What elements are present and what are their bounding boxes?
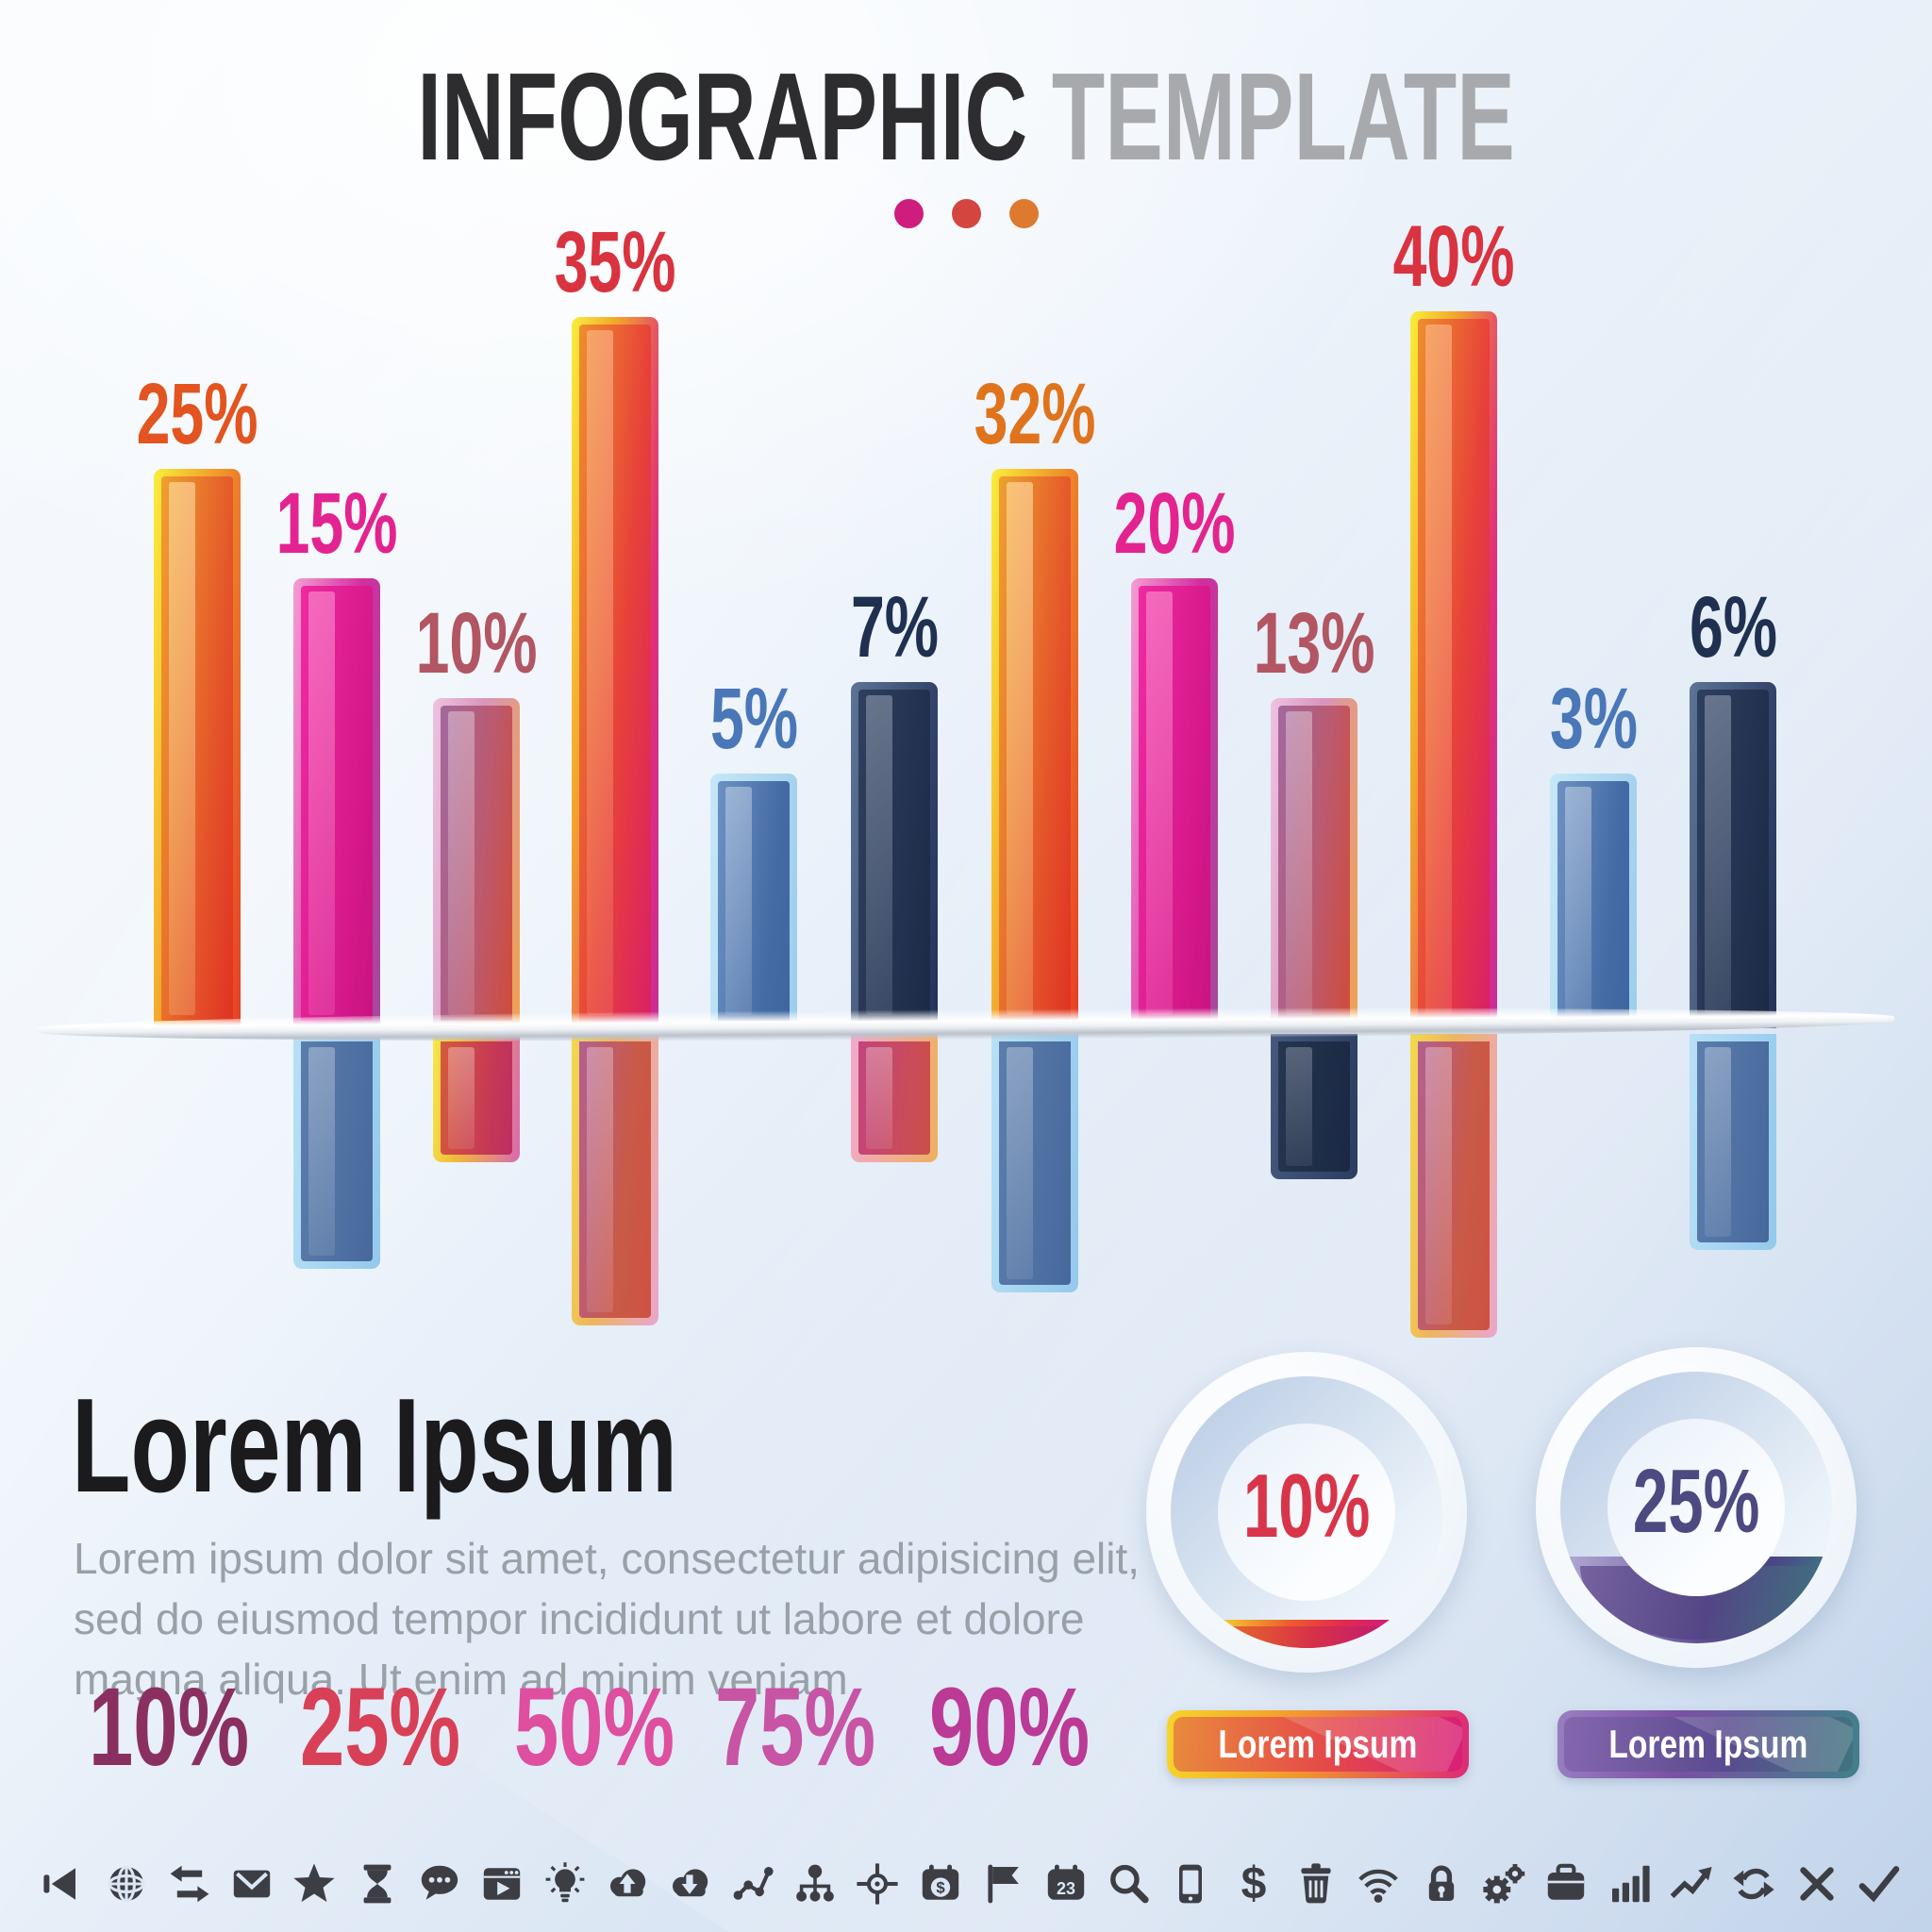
bar-3-reflection <box>433 1034 520 1162</box>
lightbulb-icon[interactable] <box>541 1859 590 1908</box>
bar-4-up <box>572 317 658 1028</box>
body-line: magna aliqua. Ut enim ad minim veniam <box>74 1655 848 1704</box>
bar-11-value-label: 3% <box>1549 671 1638 767</box>
bar-3-up <box>433 698 520 1028</box>
gauge-value: 25% <box>1632 1451 1760 1552</box>
sync-icon[interactable] <box>1729 1859 1778 1908</box>
lorem-button-sunset[interactable]: Lorem Ipsum <box>1167 1710 1469 1778</box>
wifi-icon[interactable] <box>1354 1859 1403 1908</box>
bar-9-up <box>1271 698 1357 1028</box>
title-dot-2 <box>951 199 981 228</box>
bar-2-up <box>293 578 380 1028</box>
bar-7-reflection <box>991 1034 1078 1292</box>
percent-item-90: 90% <box>929 1665 1091 1790</box>
bar-7-up <box>991 469 1078 1028</box>
percent-item-10: 10% <box>89 1665 250 1790</box>
bar-12-reflection <box>1690 1034 1776 1250</box>
page-title: INFOGRAPHIC TEMPLATE <box>0 45 1932 188</box>
bar-5-up <box>710 774 797 1028</box>
lock-icon[interactable] <box>1417 1859 1466 1908</box>
button-label: Lorem Ipsum <box>1608 1722 1808 1766</box>
hourglass-icon[interactable] <box>353 1859 402 1908</box>
bar-3-value-label: 10% <box>415 595 538 691</box>
trash-icon[interactable] <box>1291 1859 1341 1908</box>
check-icon[interactable] <box>1855 1859 1904 1908</box>
gauge-25: 25% <box>1536 1347 1857 1668</box>
gauge-value: 10% <box>1242 1456 1371 1557</box>
star-icon[interactable] <box>290 1859 339 1908</box>
bar-1-value-label: 25% <box>136 366 258 462</box>
percent-item-75: 75% <box>715 1665 876 1790</box>
svg-text:23: 23 <box>1056 1879 1074 1898</box>
bar-chart-icon[interactable] <box>1605 1859 1654 1908</box>
globe-icon[interactable] <box>102 1859 151 1908</box>
bar-4-value-label: 35% <box>554 214 676 310</box>
bar-10-up <box>1410 311 1497 1028</box>
bar-9-value-label: 13% <box>1253 595 1375 691</box>
bar-1-up <box>154 469 241 1028</box>
trend-arrow-icon[interactable] <box>1667 1859 1716 1908</box>
crosshair-icon[interactable] <box>853 1859 902 1908</box>
gauge-core <box>1218 1424 1395 1601</box>
percent-item-25: 25% <box>300 1665 461 1790</box>
calendar-dollar-icon[interactable]: $ <box>916 1859 965 1908</box>
smartphone-icon[interactable] <box>1166 1859 1215 1908</box>
scatter-plot-icon[interactable] <box>728 1859 777 1908</box>
bar-12-up <box>1690 682 1776 1028</box>
title-primary: INFOGRAPHIC <box>417 47 1028 186</box>
dollar-icon[interactable]: $ <box>1229 1859 1278 1908</box>
body-line: sed do eiusmod tempor incididunt ut labo… <box>74 1594 1085 1643</box>
bar-6-reflection <box>851 1034 938 1162</box>
envelope-icon[interactable] <box>227 1859 276 1908</box>
megaphone-icon[interactable] <box>40 1859 89 1908</box>
bar-4-reflection <box>572 1034 658 1325</box>
bar-7-value-label: 32% <box>974 366 1096 462</box>
title-dot-3 <box>1008 199 1039 228</box>
title-dot-1 <box>893 199 924 228</box>
lorem-button-purple[interactable]: Lorem Ipsum <box>1557 1710 1859 1778</box>
bar-8-up <box>1131 578 1218 1028</box>
bar-5-value-label: 5% <box>709 671 798 767</box>
transfer-arrows-icon[interactable] <box>165 1859 214 1908</box>
bar-2-value-label: 15% <box>275 475 398 572</box>
bar-6-value-label: 7% <box>850 579 939 675</box>
gauge-10: 10% <box>1146 1352 1467 1673</box>
chat-bubble-icon[interactable] <box>415 1859 464 1908</box>
title-secondary: TEMPLATE <box>1051 47 1515 186</box>
body-line: Lorem ipsum dolor sit amet, consectetur … <box>74 1534 1141 1583</box>
section-heading: Lorem Ipsum <box>72 1371 677 1521</box>
gauge-fill <box>1216 1620 1397 1648</box>
bar-9-reflection <box>1271 1034 1357 1179</box>
calendar-23-icon[interactable]: 23 <box>1041 1859 1091 1908</box>
bar-2-reflection <box>293 1034 380 1269</box>
bar-8-value-label: 20% <box>1113 475 1236 572</box>
cloud-upload-icon[interactable] <box>603 1859 652 1908</box>
briefcase-icon[interactable] <box>1541 1859 1591 1908</box>
title-dots <box>0 199 1932 233</box>
icon-row: $23 $ <box>40 1851 1904 1917</box>
percent-item-50: 50% <box>514 1665 675 1790</box>
bar-6-up <box>851 682 938 1028</box>
flag-icon[interactable] <box>978 1859 1027 1908</box>
close-icon[interactable] <box>1792 1859 1841 1908</box>
svg-text:$: $ <box>936 1879 945 1897</box>
button-label: Lorem Ipsum <box>1218 1722 1418 1766</box>
bar-10-reflection <box>1410 1034 1497 1338</box>
bar-10-value-label: 40% <box>1392 208 1515 305</box>
body-text: Lorem ipsum dolor sit amet, consectetur … <box>74 1528 1140 1709</box>
video-player-icon[interactable] <box>477 1859 526 1908</box>
cloud-download-icon[interactable] <box>665 1859 714 1908</box>
gauge-core <box>1607 1419 1785 1596</box>
svg-text:$: $ <box>1241 1861 1266 1907</box>
gears-icon[interactable] <box>1479 1859 1528 1908</box>
hierarchy-icon[interactable] <box>791 1859 840 1908</box>
bar-12-value-label: 6% <box>1689 579 1777 675</box>
bar-11-up <box>1550 774 1637 1028</box>
search-icon[interactable] <box>1104 1859 1153 1908</box>
